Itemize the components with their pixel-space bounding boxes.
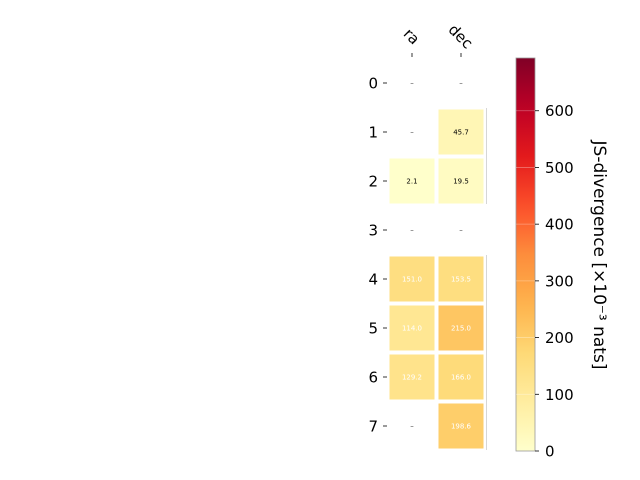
cell-value-label: 215.0 — [451, 325, 471, 333]
cell-empty-label: – — [410, 80, 414, 88]
heatmap-cell — [438, 354, 484, 400]
colorbar-tick-label: 500 — [545, 159, 574, 177]
heatmap-cell — [389, 305, 435, 351]
column-label: ra — [400, 25, 424, 49]
cell-empty-label: – — [410, 129, 414, 137]
cell-value-label: 2.1 — [406, 178, 417, 186]
row-tick-labels: 0 1 2 3 4 5 6 7 — [368, 75, 387, 436]
heatmap-cell — [389, 354, 435, 400]
heatmap-cells: – – – 45.7 2.1 19.5 – – 151.0 153.5 114.0 215.0 129.… — [389, 80, 487, 450]
row-label: 7 — [368, 418, 378, 436]
cell-value-label: 114.0 — [402, 325, 422, 333]
column-tick-labels: ra dec — [400, 21, 477, 57]
column-label: dec — [445, 21, 477, 53]
row-label: 0 — [368, 75, 378, 93]
colorbar-label: JS-divergence [×10⁻³ nats] — [589, 140, 609, 370]
row-label: 2 — [368, 173, 378, 191]
heatmap-cell — [438, 109, 484, 155]
colorbar-tick-label: 400 — [545, 216, 574, 234]
cell-value-label: 153.5 — [451, 276, 471, 284]
cell-empty-label: – — [410, 423, 414, 431]
heatmap-cell — [438, 256, 484, 302]
heatmap-cell — [389, 158, 435, 204]
row-label: 1 — [368, 124, 378, 142]
cell-value-label: 198.6 — [451, 423, 472, 431]
row-label: 6 — [368, 369, 378, 387]
cell-empty-label: – — [459, 227, 463, 235]
cell-value-label: 45.7 — [453, 129, 469, 137]
heatmap-cell — [438, 403, 484, 449]
cell-value-label: 151.0 — [402, 276, 422, 284]
heatmap-cell — [389, 256, 435, 302]
colorbar-tick-label: 600 — [545, 102, 574, 120]
cell-value-label: 129.2 — [402, 374, 422, 382]
heatmap-cell — [438, 305, 484, 351]
row-label: 5 — [368, 320, 378, 338]
colorbar: 0 100 200 300 400 500 600 JS-divergence [×10⁻³ … — [515, 57, 609, 461]
cell-value-label: 19.5 — [453, 178, 469, 186]
colorbar-gradient — [515, 57, 536, 452]
cell-empty-label: – — [459, 80, 463, 88]
colorbar-tick-label: 300 — [545, 272, 574, 290]
heatmap-cell — [438, 158, 484, 204]
cell-empty-label: – — [410, 227, 414, 235]
row-label: 3 — [368, 222, 378, 240]
colorbar-tick-label: 200 — [545, 329, 574, 347]
row-label: 4 — [368, 271, 378, 289]
colorbar-tick-label: 100 — [545, 386, 574, 404]
cell-value-label: 166.0 — [451, 374, 471, 382]
colorbar-tick-label: 0 — [545, 443, 555, 461]
